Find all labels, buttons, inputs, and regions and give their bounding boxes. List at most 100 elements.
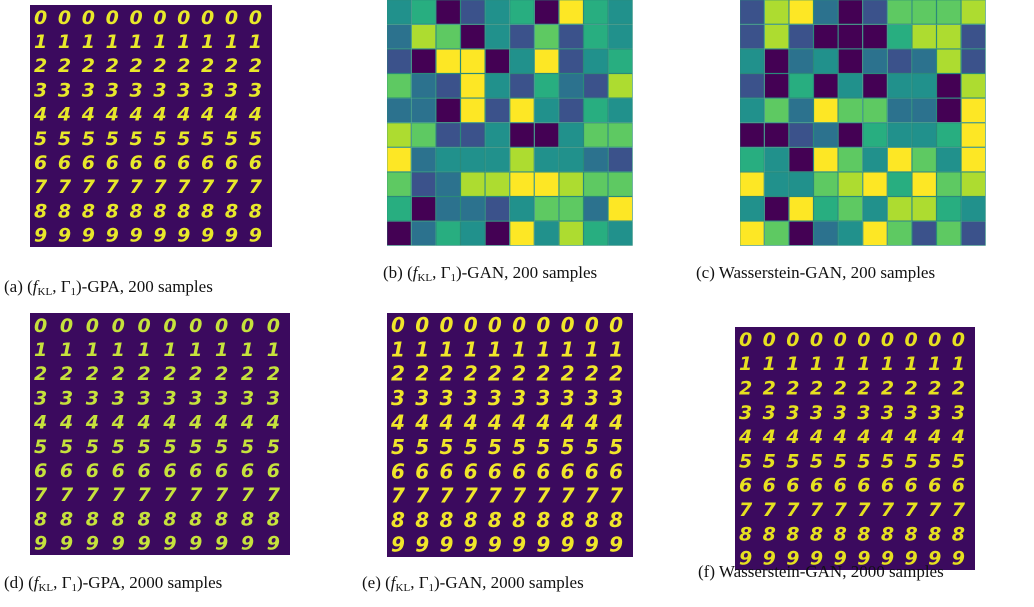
tile (838, 123, 862, 147)
caption: (b) (fKL, Γ1)-GAN, 200 samples (383, 262, 683, 289)
tile (888, 98, 912, 122)
tile (765, 221, 789, 245)
tile (814, 172, 838, 196)
tile (584, 172, 608, 196)
tile (436, 0, 460, 24)
tile (740, 25, 764, 49)
tile (765, 148, 789, 172)
tile (740, 172, 764, 196)
caption-text: (b) ( (383, 263, 413, 282)
tile (584, 0, 608, 24)
tile (814, 74, 838, 98)
tile (485, 0, 509, 24)
tile (912, 25, 936, 49)
tile (789, 49, 813, 73)
tile (412, 98, 436, 122)
tile (740, 148, 764, 172)
tile (912, 197, 936, 221)
tile (584, 197, 608, 221)
caption-text: , Γ (53, 573, 71, 592)
tile (608, 148, 632, 172)
tile (838, 221, 862, 245)
caption-text: (e) ( (362, 573, 391, 592)
caption-text: (a) ( (4, 277, 33, 296)
tile (412, 74, 436, 98)
caption-text: )-GPA, 200 samples (76, 277, 213, 296)
tile (838, 98, 862, 122)
figure-page: {"panels": [ {"kind": "digits", "rows": … (0, 0, 1034, 607)
tile (461, 98, 485, 122)
tile (412, 197, 436, 221)
tile (485, 123, 509, 147)
tile (888, 123, 912, 147)
tile (461, 148, 485, 172)
caption-text: KL (396, 582, 411, 594)
tile (461, 25, 485, 49)
tile (608, 98, 632, 122)
tile (559, 172, 583, 196)
tile (535, 148, 559, 172)
tile (961, 172, 985, 196)
tile (814, 25, 838, 49)
tile (510, 148, 534, 172)
tile (559, 74, 583, 98)
tile (608, 123, 632, 147)
tile (559, 49, 583, 73)
tile (863, 49, 887, 73)
tile (765, 197, 789, 221)
tile (461, 123, 485, 147)
tile (814, 221, 838, 245)
caption: (d) (fKL, Γ1)-GPA, 2000 samples (4, 572, 364, 599)
tile (387, 148, 411, 172)
tile (838, 197, 862, 221)
tile (412, 172, 436, 196)
tile (789, 221, 813, 245)
tile (912, 123, 936, 147)
tile (888, 172, 912, 196)
tile (535, 221, 559, 245)
tile (436, 98, 460, 122)
tile (412, 25, 436, 49)
tile (814, 0, 838, 24)
tile (559, 123, 583, 147)
tile (937, 148, 961, 172)
tile (740, 123, 764, 147)
tile (436, 221, 460, 245)
tile (765, 0, 789, 24)
tile (436, 172, 460, 196)
tile (584, 74, 608, 98)
tile (961, 0, 985, 24)
tile (961, 49, 985, 73)
tile (912, 49, 936, 73)
tile (510, 98, 534, 122)
caption: (e) (fKL, Γ1)-GAN, 2000 samples (362, 572, 672, 599)
tile (535, 123, 559, 147)
tile (937, 197, 961, 221)
tile (838, 148, 862, 172)
tile (436, 49, 460, 73)
caption-text: , Γ (410, 573, 428, 592)
tile (838, 74, 862, 98)
tile (387, 172, 411, 196)
caption-text: )-GPA, 2000 samples (77, 573, 222, 592)
tile (863, 25, 887, 49)
caption: (c) Wasserstein-GAN, 200 samples (696, 262, 1034, 284)
tile (961, 148, 985, 172)
tile (912, 98, 936, 122)
tile (436, 148, 460, 172)
tile (740, 74, 764, 98)
tile (888, 74, 912, 98)
tile (608, 0, 632, 24)
tile (436, 123, 460, 147)
tile (863, 98, 887, 122)
tile (608, 74, 632, 98)
tile (789, 98, 813, 122)
tile (608, 172, 632, 196)
tile (436, 25, 460, 49)
tile (838, 0, 862, 24)
tile (584, 221, 608, 245)
tile (535, 25, 559, 49)
tile (814, 197, 838, 221)
tile (888, 25, 912, 49)
sample-grid: 0000000000111111111122222222223333333333… (30, 5, 272, 247)
